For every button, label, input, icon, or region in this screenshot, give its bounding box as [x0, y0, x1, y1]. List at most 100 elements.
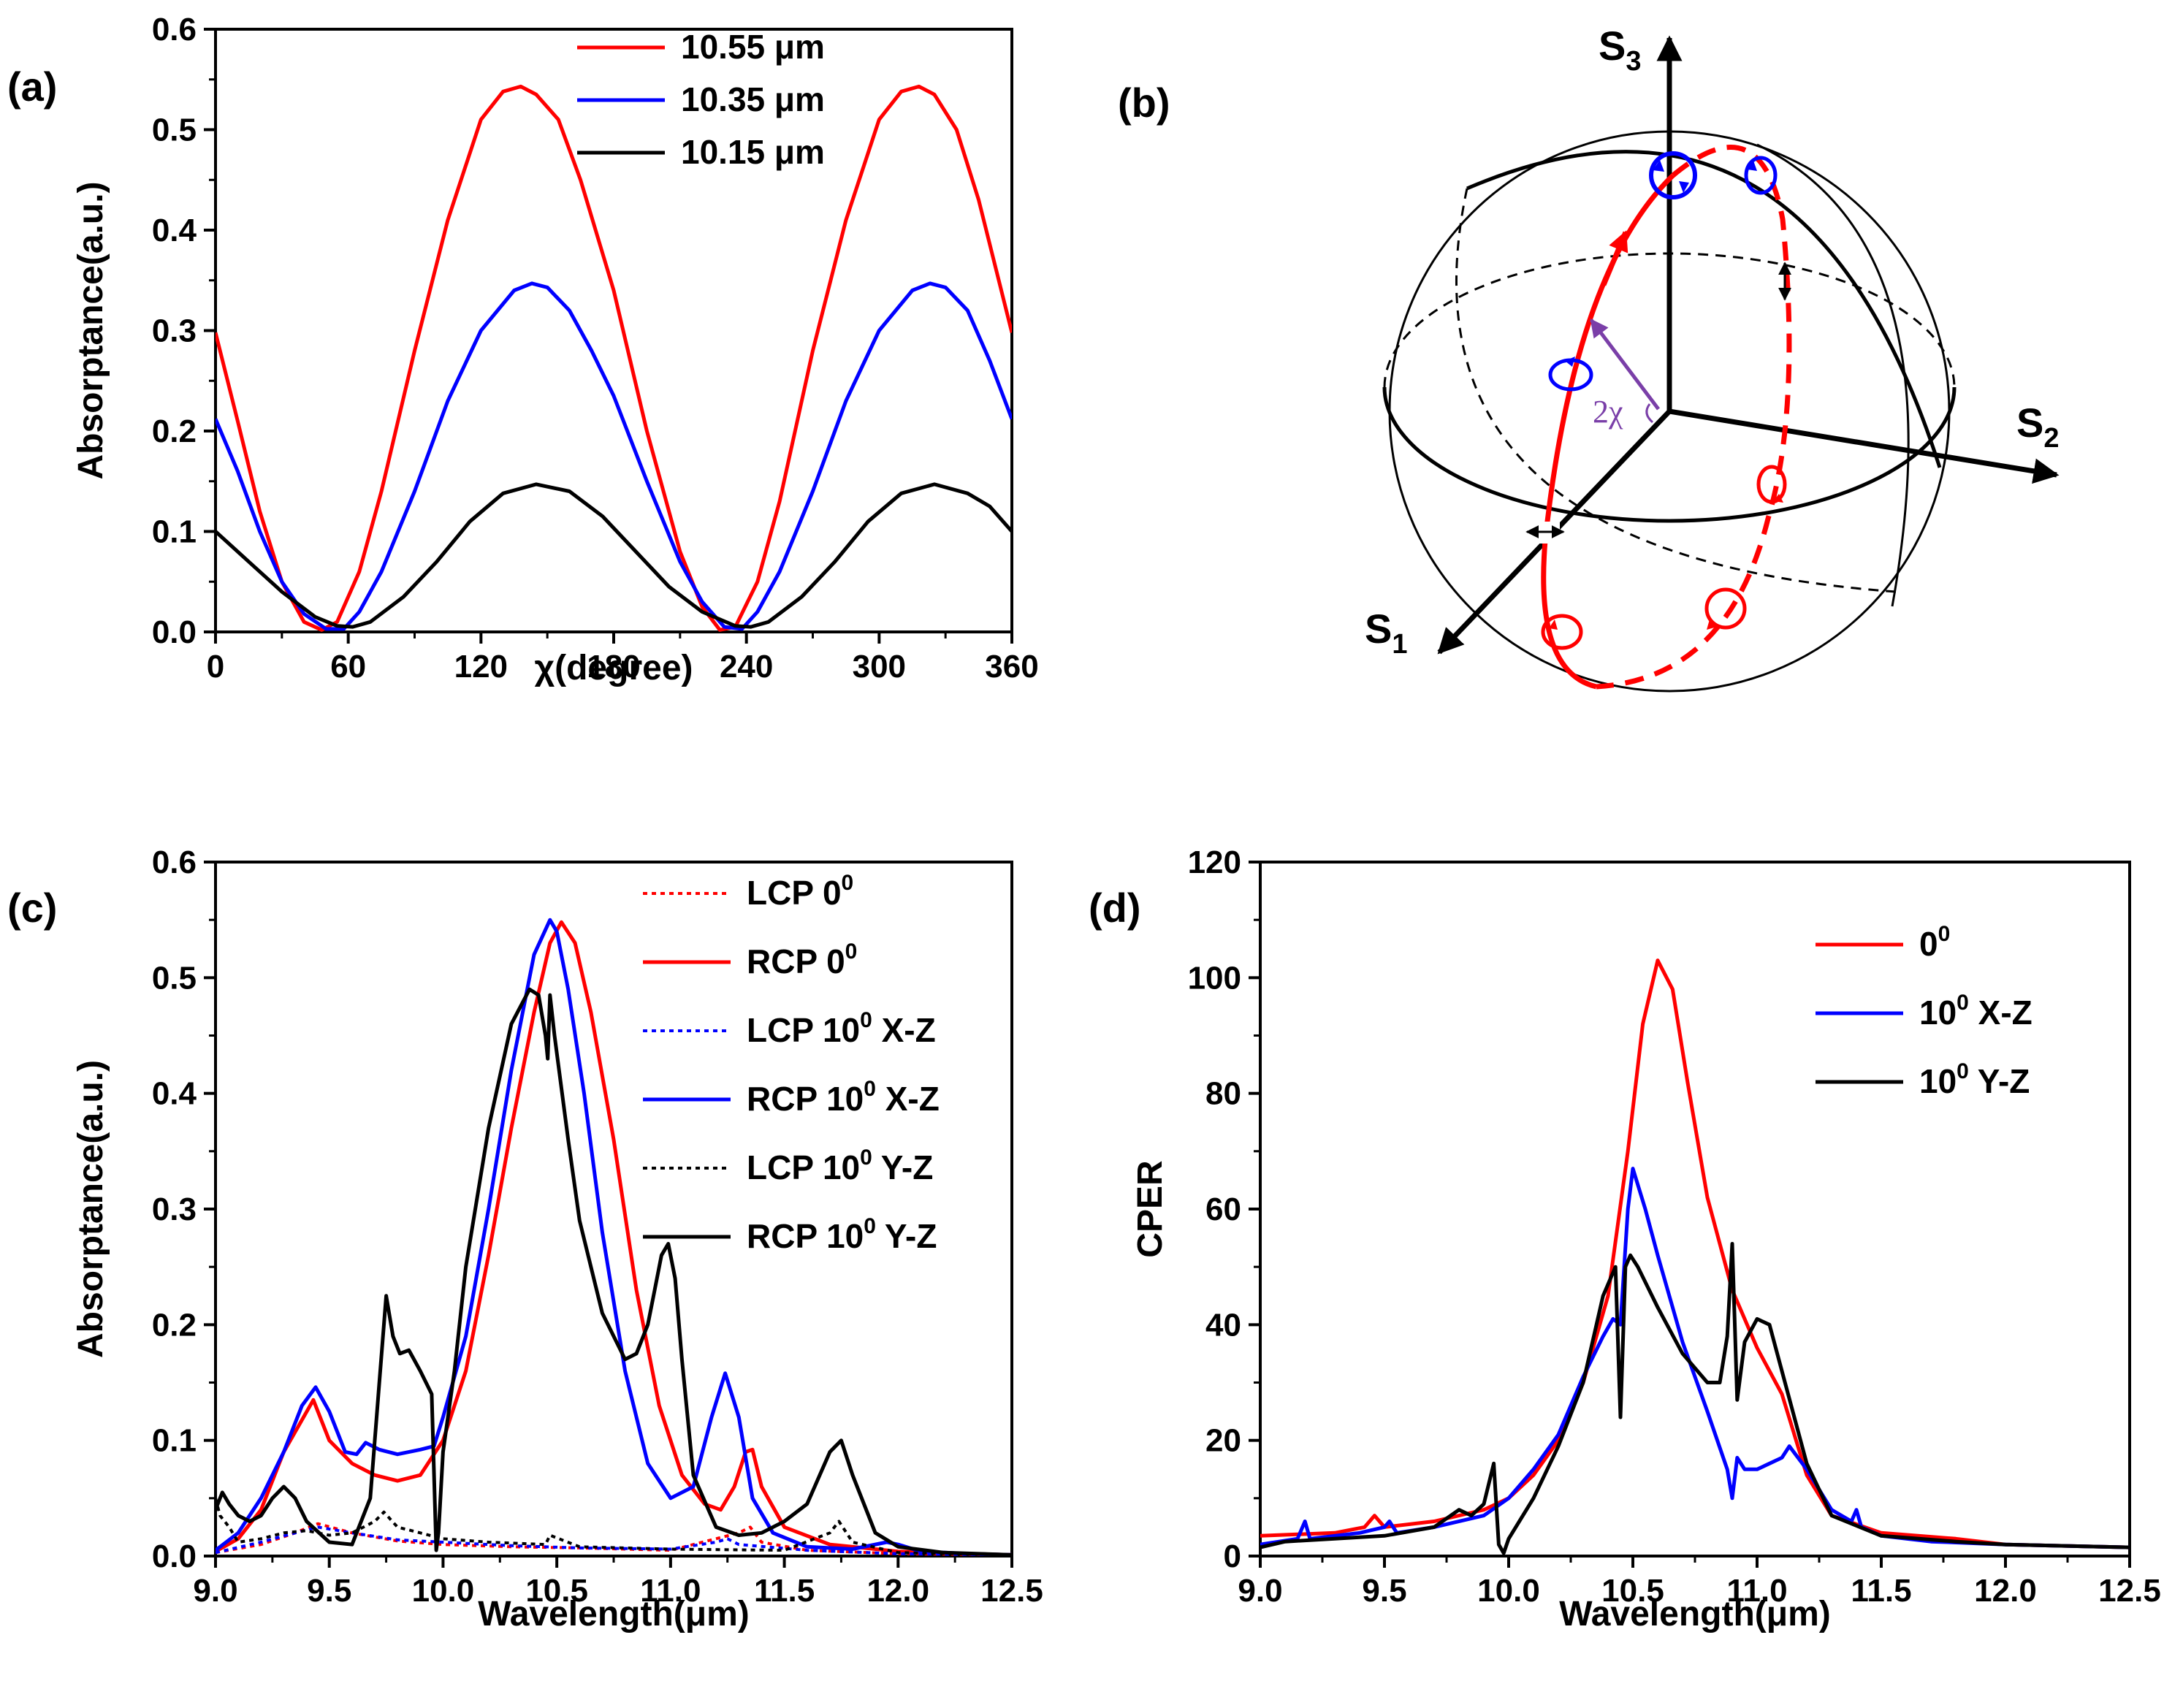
x-tick-label: 120 [454, 649, 508, 685]
plot-frame-a [214, 28, 1013, 633]
y-tick-label: 0.0 [152, 614, 197, 650]
series-line-c-1 [216, 920, 1012, 1556]
s3-label: S3 [1599, 23, 1642, 77]
x-tick-label: 9.5 [1362, 1573, 1406, 1609]
s2-axis [1669, 408, 2060, 484]
y-tick-label: 120 [1188, 845, 1241, 880]
y-tick-label: 0.0 [152, 1539, 197, 1574]
plot-frame-d [1259, 861, 2131, 1558]
linear-horizontal-icon [1525, 522, 1565, 544]
chart-a-absorptance-vs-chi: 0 60 120 180 240 300 360 0.0 0.1 0.2 0.3 0.4 0.5 0.6 χ… [72, 12, 1039, 687]
s2-label: S2 [2016, 400, 2060, 454]
y-tick-label: 0.5 [152, 960, 197, 996]
x-tick-label: 300 [853, 649, 906, 685]
chart-c-absorptance-vs-wavelength: 9.0 9.5 10.0 10.5 11.0 11.5 12.0 12.5 0.0 0.1 0.2 0… [72, 845, 1043, 1633]
legend-label: RCP 100 X-Z [747, 1077, 940, 1118]
y-axis-label: CPER [1131, 1160, 1170, 1257]
sphere-meridian-back [1455, 188, 1897, 593]
elliptical-red-icon-1 [1756, 465, 1787, 504]
x-tick-label: 10.0 [1477, 1573, 1540, 1609]
sphere-meridian-front [1466, 150, 1942, 468]
legend-label: 100 X-Z [1919, 991, 2032, 1032]
x-tick-label: 12.5 [2098, 1573, 2161, 1609]
x-tick-label: 12.0 [1974, 1573, 2037, 1609]
series-line-c-2 [216, 1525, 1012, 1556]
series-line-c-4 [216, 1498, 1012, 1556]
elliptical-red-icon-2 [1704, 587, 1747, 630]
series-line-d-2 [1260, 1242, 2130, 1555]
poincare-sphere-diagram: 2χ [1365, 23, 2060, 693]
y-tick-label: 0.2 [152, 413, 197, 449]
legend-label: 10.35 μm [681, 80, 825, 118]
legend-label: LCP 100 Y-Z [747, 1145, 933, 1186]
legend-label: 10.15 μm [681, 133, 825, 171]
y-tick-label: 0.4 [152, 213, 197, 248]
polarization-path-back [1596, 145, 1792, 690]
lcp-north-icon [1744, 156, 1778, 195]
legend-label: RCP 100 Y-Z [747, 1214, 937, 1255]
y-tick-label: 0 [1224, 1539, 1241, 1574]
x-axis-label: Wavelength(μm) [1559, 1595, 1831, 1633]
x-tick-label: 0 [207, 649, 224, 685]
legend-label: RCP 00 [747, 939, 857, 980]
series-line-a-0 [216, 84, 1012, 632]
rcp-north-pole-icon [1649, 151, 1697, 199]
y-tick-label: 0.3 [152, 313, 197, 349]
panel-c-label: (c) [7, 885, 57, 931]
two-chi-label: 2χ [1593, 394, 1623, 430]
x-tick-label: 9.5 [307, 1573, 351, 1609]
x-tick-label: 10.5 [525, 1573, 588, 1609]
y-tick-label: 0.6 [152, 845, 197, 880]
elliptical-blue-icon [1548, 357, 1593, 392]
x-axis-label: Wavelength(μm) [478, 1595, 750, 1633]
y-tick-label: 100 [1188, 960, 1241, 996]
x-tick-label: 180 [587, 649, 640, 685]
x-tick-label: 12.5 [980, 1573, 1043, 1609]
sphere-small-circle-front [1756, 143, 1910, 607]
legend-label: 00 [1919, 922, 1950, 963]
y-tick-label: 0.1 [152, 514, 197, 550]
x-tick-label: 10.5 [1601, 1573, 1664, 1609]
x-tick-label: 11.0 [640, 1573, 701, 1609]
lcp-south-icon [1541, 614, 1583, 650]
y-axis-label: Absorptance(a.u.) [72, 1060, 110, 1358]
plot-frame-c [214, 861, 1013, 1558]
y-tick-label: 0.6 [152, 12, 197, 47]
y-tick-label: 0.5 [152, 113, 197, 148]
legend-label: 10.55 μm [681, 28, 825, 66]
panel-b-label: (b) [1118, 80, 1170, 126]
series-line-c-5 [216, 987, 1012, 1556]
x-tick-label: 10.0 [412, 1573, 475, 1609]
path-direction-arrow [1601, 230, 1628, 286]
two-chi-arc [1645, 403, 1654, 424]
series-line-a-2 [216, 482, 1012, 629]
s1-label: S1 [1365, 606, 1408, 660]
x-tick-label: 11.0 [1726, 1573, 1787, 1609]
x-tick-label: 360 [985, 649, 1038, 685]
legend-label: LCP 00 [747, 871, 853, 912]
series-line-c-3 [216, 918, 1012, 1556]
chart-d-cper-vs-wavelength: 9.0 9.5 10.0 10.5 11.0 11.5 12.0 12.5 0 20 40 60 80 1… [1131, 845, 2161, 1633]
x-tick-label: 12.0 [866, 1573, 929, 1609]
legend-label: 100 Y-Z [1919, 1059, 2030, 1100]
series-line-a-1 [216, 281, 1012, 631]
legend-label: LCP 100 X-Z [747, 1008, 936, 1049]
series-line-d-1 [1260, 1167, 2130, 1549]
panel-a-label: (a) [7, 64, 57, 110]
series-line-d-0 [1260, 958, 2130, 1549]
x-axis-label: χ(degree) [534, 649, 693, 687]
x-tick-label: 240 [720, 649, 773, 685]
y-tick-label: 0.1 [152, 1423, 197, 1459]
y-axis-label: Absorptance(a.u.) [72, 181, 110, 479]
y-tick-label: 40 [1205, 1307, 1241, 1343]
y-tick-label: 60 [1205, 1192, 1241, 1227]
x-tick-label: 9.0 [1238, 1573, 1282, 1609]
x-tick-label: 11.5 [1851, 1573, 1911, 1609]
panel-d-label: (d) [1089, 885, 1141, 931]
y-tick-label: 0.3 [152, 1192, 197, 1227]
y-tick-label: 0.2 [152, 1307, 197, 1343]
two-chi-vector [1590, 319, 1660, 411]
x-tick-label: 60 [330, 649, 366, 685]
y-tick-label: 80 [1205, 1076, 1241, 1112]
